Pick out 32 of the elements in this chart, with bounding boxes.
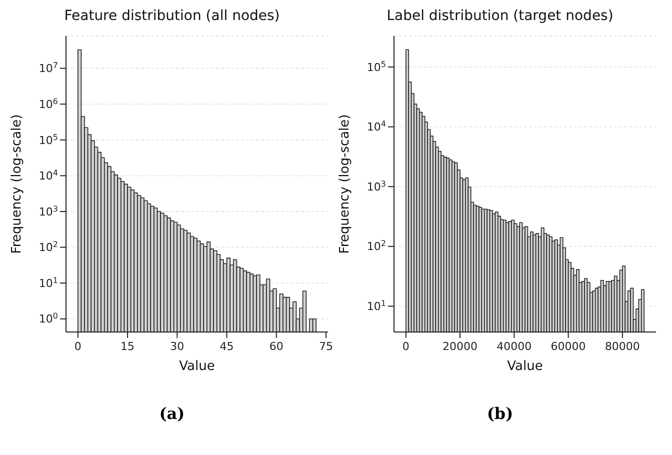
x-tick-label: 30 <box>170 340 184 353</box>
y-tick-label: 10$^{5}$ <box>366 59 386 74</box>
text: (b) <box>486 404 514 423</box>
x-tick-label: 60 <box>269 340 284 353</box>
x-axis-title: Value <box>507 359 543 374</box>
y-tick-label: 10$^{1}$ <box>366 298 386 314</box>
y-tick-label: 10$^{4}$ <box>38 168 58 183</box>
y-tick-label: 10$^{3}$ <box>366 178 386 194</box>
x-tick-label: 15 <box>120 340 135 353</box>
x-axis-title: Value <box>179 359 215 374</box>
x-tick-label: 45 <box>220 340 234 353</box>
y-tick-label: 10$^{6}$ <box>38 96 58 111</box>
x-tick-label: 0 <box>74 340 82 353</box>
y-axis-title: Frequency (log-scale) <box>10 114 25 254</box>
x-tick-label: 60000 <box>550 340 586 353</box>
y-tick-label: 10$^{0}$ <box>38 311 58 326</box>
y-tick-label: 10$^{1}$ <box>38 275 58 290</box>
y-tick-label: 10$^{3}$ <box>38 204 58 218</box>
y-tick-label: 10$^{2}$ <box>38 240 58 254</box>
y-tick-label: 10$^{4}$ <box>366 119 386 134</box>
chart-title: Label distribution (target nodes) <box>386 8 614 26</box>
x-tick-label: 80000 <box>604 340 640 353</box>
x-tick-label: 75 <box>319 340 334 353</box>
x-tick-label: 20000 <box>442 340 478 353</box>
y-tick-label: 10$^{2}$ <box>366 238 386 254</box>
text: (a) <box>159 404 185 423</box>
y-axis-title: Frequency (log-scale) <box>338 114 353 254</box>
y-tick-label: 10$^{7}$ <box>38 60 58 76</box>
x-tick-label: 0 <box>402 340 410 353</box>
x-tick-label: 40000 <box>496 340 532 353</box>
chart-title: Feature distribution (all nodes) <box>64 8 280 26</box>
y-tick-label: 10$^{5}$ <box>38 132 58 147</box>
